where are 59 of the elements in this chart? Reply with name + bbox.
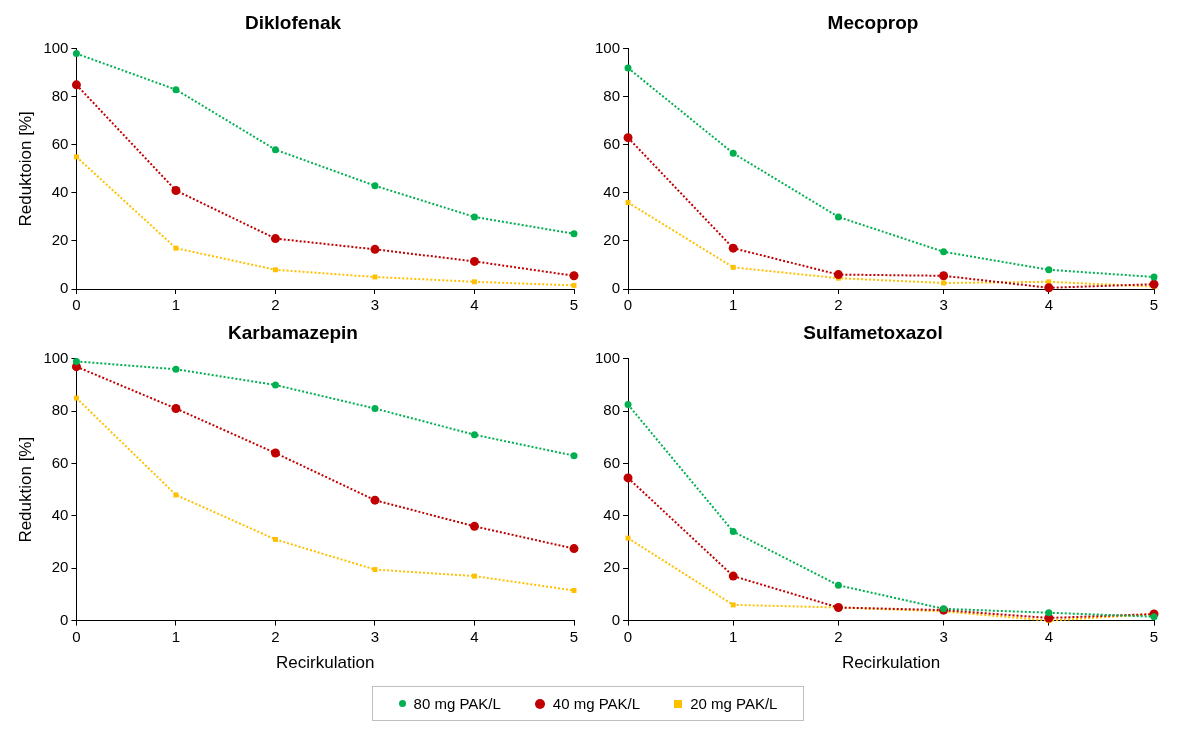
x-tick-label: 3: [370, 296, 380, 314]
x-tick-label: 3: [939, 296, 948, 314]
y-tick-label: 60: [51, 135, 69, 153]
x-tick-label: 2: [834, 296, 843, 314]
y-tick-label: 80: [51, 86, 69, 104]
chart-title: Sulfametoxazol: [803, 321, 943, 343]
x-tick-label: 2: [271, 296, 280, 314]
chart-title: Mecoprop: [827, 11, 919, 33]
y-tick-label: 40: [51, 506, 69, 524]
x-tick-label: 0: [72, 296, 81, 314]
x-tick-label: 1: [171, 296, 181, 314]
x-tick-label: 1: [171, 627, 181, 645]
x-tick-label: 3: [939, 627, 948, 645]
y-tick-label: 80: [51, 401, 69, 419]
legend-label: 80 mg PAK/L: [413, 695, 501, 712]
y-tick-label: 40: [603, 183, 621, 201]
chart-title: Diklofenak: [244, 11, 342, 33]
y-tick-label: 100: [43, 348, 69, 366]
y-tick-label: 40: [51, 183, 69, 201]
x-tick-label: 2: [271, 627, 280, 645]
x-tick-label: 3: [370, 627, 380, 645]
y-tick-label: 80: [603, 86, 621, 104]
x-tick-label: 5: [569, 627, 579, 645]
x-tick-label: 5: [1149, 627, 1159, 645]
x-axis-title: Recirkulation: [841, 653, 941, 673]
legend-label: 40 mg PAK/L: [552, 695, 641, 712]
x-axis-title: Recirkulation: [276, 653, 375, 673]
x-tick-label: 0: [623, 296, 633, 314]
y-tick-label: 60: [603, 453, 621, 471]
x-tick-label: 4: [470, 296, 479, 314]
legend-label: 20 mg PAK/L: [690, 695, 778, 712]
y-axis-title: Reduktion [%]: [15, 436, 35, 543]
x-tick-label: 2: [834, 627, 843, 645]
y-tick-label: 20: [603, 558, 621, 576]
y-tick-label: 80: [603, 401, 621, 419]
y-tick-label: 0: [60, 279, 69, 297]
y-tick-label: 100: [595, 348, 621, 366]
y-tick-label: 60: [603, 135, 621, 153]
y-tick-label: 20: [51, 231, 69, 249]
y-axis-title: Reduktoion [%]: [15, 111, 35, 227]
y-tick-label: 40: [603, 506, 621, 524]
y-tick-label: 100: [43, 38, 69, 56]
x-tick-label: 4: [1044, 627, 1053, 645]
y-tick-label: 20: [603, 231, 621, 249]
x-tick-label: 1: [729, 627, 738, 645]
y-tick-label: 100: [595, 38, 621, 56]
y-tick-label: 0: [611, 279, 621, 297]
x-tick-label: 5: [569, 296, 579, 314]
x-tick-label: 1: [729, 296, 738, 314]
y-tick-label: 60: [51, 453, 69, 471]
y-tick-label: 0: [60, 610, 69, 628]
y-tick-label: 20: [51, 558, 69, 576]
x-tick-label: 5: [1149, 296, 1159, 314]
x-tick-label: 4: [1044, 296, 1053, 314]
x-tick-label: 0: [623, 627, 633, 645]
x-tick-label: 4: [470, 627, 479, 645]
y-tick-label: 0: [611, 610, 621, 628]
x-tick-label: 0: [72, 627, 81, 645]
chart-title: Karbamazepin: [228, 321, 358, 343]
